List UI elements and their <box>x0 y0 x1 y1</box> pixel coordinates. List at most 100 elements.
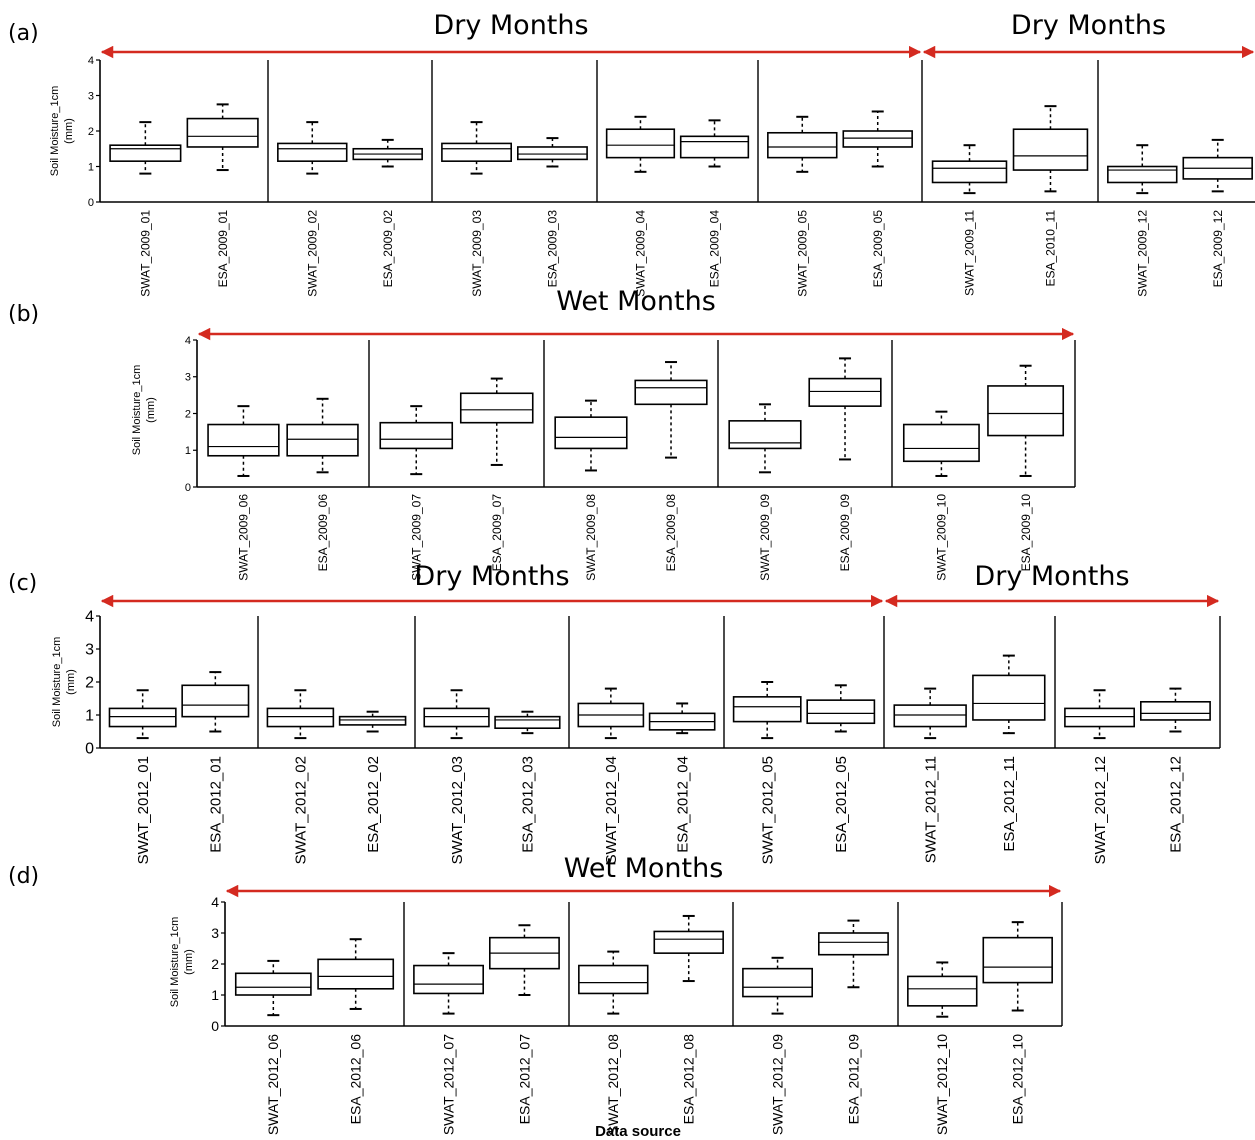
iqr-box <box>987 385 1065 437</box>
boxplot-ESA_2009_01 <box>186 103 259 172</box>
category-label: ESA_2012_11 <box>1001 756 1018 852</box>
y-tick-label: 4 <box>85 609 94 626</box>
category-label: ESA_2009_04 <box>708 210 722 288</box>
category-label: SWAT_2012_06 <box>265 1034 281 1135</box>
y-tick-label: 2 <box>185 408 191 420</box>
category-label: ESA_2009_05 <box>871 210 885 288</box>
boxplot-SWAT_2009_09 <box>728 403 802 474</box>
category-label: ESA_2012_02 <box>365 756 382 853</box>
iqr-box <box>234 972 312 996</box>
iqr-box <box>842 130 913 148</box>
iqr-box <box>186 117 259 148</box>
y-tick-label: 0 <box>88 197 94 209</box>
category-label: ESA_2009_07 <box>490 494 504 572</box>
category-label: SWAT_2012_11 <box>922 756 939 863</box>
season-banner: Dry Months <box>414 561 569 592</box>
iqr-box <box>907 975 978 1007</box>
iqr-box <box>379 421 454 450</box>
iqr-box <box>277 142 348 162</box>
category-label: SWAT_2009_06 <box>237 494 251 581</box>
iqr-box <box>181 684 250 718</box>
boxplot-SWAT_2012_03 <box>423 689 490 740</box>
y-tick-label: 4 <box>185 335 191 347</box>
iqr-box <box>605 128 676 159</box>
category-label: ESA_2012_07 <box>516 1034 532 1125</box>
boxplot-SWAT_2012_11 <box>893 687 967 740</box>
category-label: SWAT_2012_08 <box>605 1034 621 1135</box>
boxplot-ESA_2012_06 <box>317 938 395 1010</box>
boxplot-ESA_2012_12 <box>1140 687 1211 733</box>
boxplot-ESA_2012_01 <box>181 671 250 733</box>
category-label: SWAT_2012_01 <box>135 756 152 864</box>
boxplot-SWAT_2009_02 <box>277 121 348 175</box>
y-tick-label: 2 <box>88 126 94 138</box>
panel-letter: (c) <box>8 571 37 596</box>
boxplot-SWAT_2012_08 <box>578 950 649 1015</box>
category-label: ESA_2009_12 <box>1211 210 1225 288</box>
boxplot-ESA_2009_09 <box>808 357 882 461</box>
boxplot-SWAT_2009_06 <box>207 405 280 477</box>
category-label: SWAT_2009_07 <box>409 494 423 581</box>
category-label: SWAT_2012_09 <box>769 1034 785 1135</box>
category-label: SWAT_2009_05 <box>795 210 809 297</box>
category-label: ESA_2012_09 <box>845 1034 861 1125</box>
iqr-box <box>808 377 882 407</box>
iqr-box <box>207 423 280 457</box>
boxplot-ESA_2009_03 <box>516 137 588 168</box>
iqr-box <box>423 707 490 728</box>
boxplot-SWAT_2012_09 <box>742 956 814 1015</box>
y-tick-label: 3 <box>88 90 94 102</box>
boxplot-SWAT_2009_11 <box>931 144 1008 195</box>
y-tick-label: 2 <box>211 956 219 972</box>
boxplot-SWAT_2009_10 <box>902 410 980 477</box>
iqr-box <box>338 715 407 726</box>
category-label: SWAT_2012_07 <box>440 1034 456 1135</box>
category-label: ESA_2009_09 <box>838 494 852 572</box>
boxplot-SWAT_2012_04 <box>577 687 645 740</box>
boxplot-ESA_2009_10 <box>987 364 1065 477</box>
iqr-box <box>554 416 628 450</box>
category-label: ESA_2010_11 <box>1044 210 1058 287</box>
boxplot-ESA_2009_12 <box>1182 138 1253 193</box>
iqr-box <box>742 967 814 998</box>
boxplot-SWAT_2009_01 <box>109 121 182 175</box>
boxplot-ESA_2012_05 <box>806 684 876 733</box>
iqr-box <box>441 142 512 162</box>
y-tick-label: 3 <box>85 642 94 659</box>
category-label: SWAT_2009_03 <box>470 210 484 297</box>
boxplot-SWAT_2009_12 <box>1107 144 1178 195</box>
iqr-box <box>634 379 708 406</box>
boxplot-ESA_2012_10 <box>982 921 1053 1012</box>
y-tick-label: 2 <box>85 675 94 692</box>
boxplot-SWAT_2012_01 <box>108 689 177 740</box>
category-label: ESA_2012_01 <box>208 756 225 853</box>
category-label: SWAT_2009_02 <box>305 210 319 297</box>
boxplot-SWAT_2012_02 <box>266 689 335 740</box>
iqr-box <box>286 423 359 457</box>
y-axis-label: Soil Moisture_1cm (mm) <box>49 86 75 176</box>
panel-d: (d) 0 1 2 3 4 Soil Moisture_1cm (mm) SWAT_2012_0… <box>8 853 1063 1135</box>
boxplot-SWAT_2009_03 <box>441 121 512 175</box>
boxplot-SWAT_2012_12 <box>1064 689 1136 740</box>
boxplot-ESA_2012_08 <box>653 914 724 983</box>
category-label: ESA_2012_10 <box>1010 1034 1026 1125</box>
panel-letter: (d) <box>8 864 39 889</box>
iqr-box <box>1107 165 1178 184</box>
iqr-box <box>902 423 980 463</box>
iqr-box <box>728 420 802 450</box>
category-label: SWAT_2009_01 <box>139 210 153 297</box>
boxplot-SWAT_2009_05 <box>767 115 838 173</box>
iqr-box <box>982 936 1053 984</box>
y-tick-label: 4 <box>211 894 219 910</box>
boxplot-SWAT_2009_08 <box>554 399 628 472</box>
boxplot-SWAT_2012_06 <box>234 959 312 1017</box>
category-label: ESA_2012_04 <box>674 756 691 853</box>
panel-b: (b) 0 1 2 3 4 Soil Moisture_1cm (mm) SWAT_2009_0… <box>8 286 1076 581</box>
y-tick-label: 1 <box>211 987 219 1003</box>
category-label: ESA_2012_05 <box>833 756 850 853</box>
boxplot-ESA_2012_03 <box>494 710 561 735</box>
iqr-box <box>266 707 335 728</box>
category-label: SWAT_2012_12 <box>1092 756 1109 864</box>
boxplot-ESA_2009_06 <box>286 397 359 474</box>
